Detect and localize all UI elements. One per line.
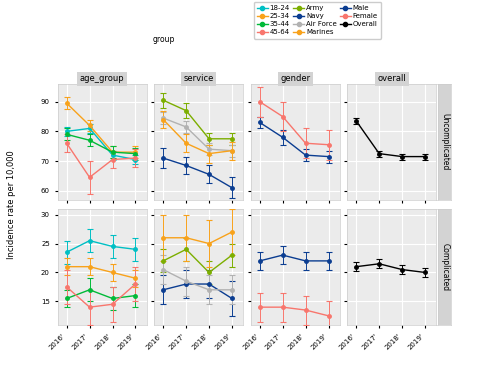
Title: gender: gender — [280, 74, 310, 83]
Text: Complicated: Complicated — [440, 242, 449, 291]
Title: service: service — [184, 74, 214, 83]
Title: overall: overall — [378, 74, 406, 83]
Text: group: group — [152, 35, 175, 44]
Text: Incidence rate per 10,000: Incidence rate per 10,000 — [8, 150, 16, 258]
Text: Uncomplicated: Uncomplicated — [440, 113, 449, 170]
Title: age_group: age_group — [80, 74, 124, 83]
Legend: 18-24, 25-34, 35-44, 45-64, Army, Navy, Air Force, Marines, Male, Female, Overal: 18-24, 25-34, 35-44, 45-64, Army, Navy, … — [254, 1, 382, 39]
